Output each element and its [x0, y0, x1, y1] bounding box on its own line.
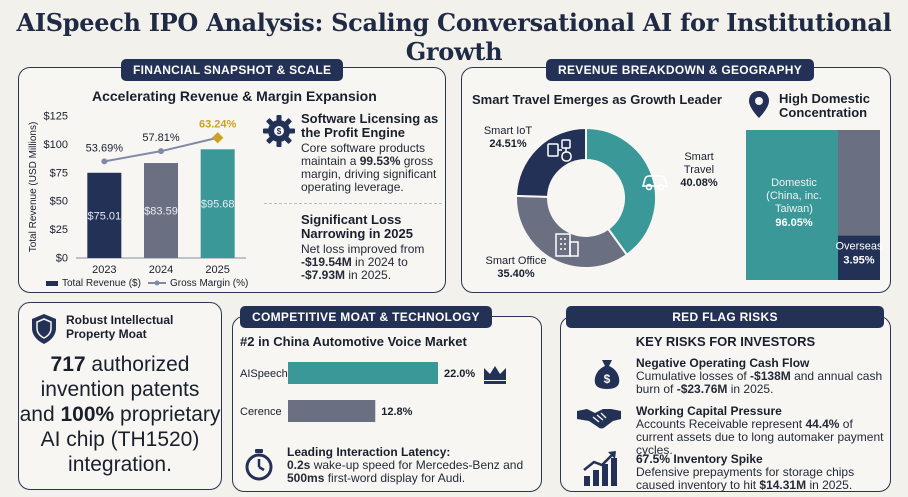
segment-slice-smart-iot — [515, 126, 587, 198]
revenue-bar — [144, 163, 178, 258]
domestic-label: (China, inc. — [766, 190, 822, 202]
revenue-tag: REVENUE BREAKDOWN & GEOGRAPHY — [546, 59, 815, 81]
y-tick-label: $0 — [56, 253, 68, 265]
segment-value: 24.51% — [489, 138, 527, 150]
market-share-bar — [288, 362, 438, 384]
risk-text: Accounts Receivable represent 44.4% of c… — [636, 417, 884, 457]
latency-text: 0.2s wake-up speed for Mercedes-Benz and… — [287, 458, 524, 485]
money-bag-icon: $ — [594, 360, 620, 389]
loss-title: Significant Loss Narrowing in 2025 — [301, 212, 413, 241]
geography-stacked-chart: Domestic(China, inc.Taiwan) 96.05% Oversea… — [746, 130, 883, 280]
revenue-bar — [200, 149, 235, 258]
overseas-value: 3.95% — [843, 255, 874, 267]
risks-tag: RED FLAG RISKS — [566, 306, 884, 328]
segment-value: 40.08% — [680, 177, 718, 189]
revenue-margin-chart: Total Revenue (USD Millions) $0 $25 $50 $75 $… — [28, 111, 248, 290]
risk-title: 67.5% Inventory Spike — [636, 452, 763, 466]
gross-margin-label: 57.81% — [142, 132, 180, 144]
software-text: Core software products maintain a 99.53%… — [301, 141, 437, 194]
segment-label: Smart Office — [486, 255, 547, 267]
revenue-bar-label: $83.59 — [144, 206, 178, 218]
car-icon — [641, 175, 669, 191]
risk-text: Defensive prepayments for storage chips … — [636, 465, 855, 492]
gross-margin-label: 53.69% — [86, 142, 124, 154]
moat-tag: COMPETITIVE MOAT & TECHNOLOGY — [240, 306, 492, 328]
iot-devices-icon — [547, 139, 572, 162]
moat-panel — [232, 316, 542, 492]
loss-text: Net loss improved from -$19.54M in 2024 … — [301, 242, 425, 282]
gross-margin-point — [212, 132, 224, 144]
market-category-label: AISpeech — [240, 368, 288, 380]
risk-item: 67.5% Inventory Spike Defensive prepayme… — [636, 452, 886, 492]
geo-title: High Domestic Concentration — [779, 91, 871, 120]
segment-label: Smart — [684, 151, 713, 163]
segment-label: Smart IoT — [484, 125, 533, 137]
market-chart-title: #2 in China Automotive Voice Market — [240, 334, 467, 349]
revenue-bar — [87, 172, 122, 258]
building-icon — [555, 233, 579, 257]
gear-icon: $ — [263, 115, 295, 147]
svg-text:$: $ — [277, 127, 282, 136]
risks-heading: KEY RISKS FOR INVESTORS — [635, 334, 816, 349]
y-tick-label: $75 — [50, 167, 68, 179]
x-tick-label: 2024 — [149, 264, 173, 276]
risk-title: Working Capital Pressure — [636, 404, 782, 418]
segment-value: 35.40% — [497, 268, 535, 280]
market-share-value: 22.0% — [444, 368, 475, 380]
revenue-bar-label: $75.01 — [88, 210, 122, 222]
overseas-bar — [838, 235, 880, 280]
crown-icon — [484, 366, 506, 384]
market-share-value: 12.8% — [381, 406, 412, 418]
ip-statement: 717 authorized invention patents and 100… — [19, 353, 221, 476]
risk-item: Negative Operating Cash Flow Cumulative … — [636, 356, 886, 396]
latency-title: Leading Interaction Latency: — [287, 445, 451, 459]
legend-margin-label: Gross Margin (%) — [170, 278, 248, 289]
segment-label: Travel — [684, 164, 714, 176]
gross-margin-point — [158, 148, 164, 155]
legend-revenue-swatch — [46, 281, 58, 286]
segment-slice-smart-office — [515, 194, 629, 269]
y-tick-label: $50 — [50, 196, 68, 208]
domestic-bar — [746, 130, 838, 280]
domestic-label: Domestic — [771, 177, 817, 189]
shield-icon — [32, 314, 56, 344]
x-tick-label: 2025 — [205, 264, 229, 276]
map-pin-icon — [749, 91, 769, 118]
legend-margin-marker — [154, 280, 160, 286]
handshake-icon — [577, 409, 621, 429]
revenue-bar-label: $95.68 — [201, 199, 235, 211]
legend-revenue-label: Total Revenue ($) — [62, 278, 141, 289]
segment-slice-smart-travel — [585, 126, 657, 257]
software-title: Software Licensing as the Profit Engine — [301, 111, 439, 140]
stopwatch-icon — [245, 449, 273, 481]
svg-text:$: $ — [604, 372, 611, 386]
divider — [264, 203, 442, 204]
page-title: AISpeech IPO Analysis: Scaling Conversat… — [16, 8, 892, 66]
financial-tag: FINANCIAL SNAPSHOT & SCALE — [121, 59, 344, 81]
donut-title: Smart Travel Emerges as Growth Leader — [472, 92, 722, 107]
rising-bars-icon — [583, 451, 617, 486]
risk-text: Cumulative losses of -$138M and annual c… — [636, 369, 883, 396]
market-share-chart: AISpeech 22.0% Cerence 12.8% — [240, 362, 506, 422]
ip-title: Robust Intellectual Property Moat — [66, 313, 174, 341]
risk-title: Negative Operating Cash Flow — [636, 356, 810, 370]
gross-margin-label: 63.24% — [199, 119, 237, 131]
y-tick-label: $100 — [44, 139, 68, 151]
revenue-chart-title: Accelerating Revenue & Margin Expansion — [92, 88, 377, 104]
y-tick-label: $125 — [44, 111, 68, 123]
domestic-value: 96.05% — [775, 217, 813, 229]
y-tick-label: $25 — [50, 224, 68, 236]
x-tick-label: 2023 — [92, 264, 116, 276]
market-category-label: Cerence — [240, 406, 282, 418]
gross-margin-point — [101, 158, 108, 165]
market-share-bar — [288, 400, 376, 422]
domestic-label: Taiwan) — [775, 203, 813, 215]
y-axis-label: Total Revenue (USD Millions) — [28, 122, 39, 253]
domestic-bar-continuation — [838, 130, 880, 236]
overseas-label: Overseas — [835, 241, 883, 253]
risk-item: Working Capital Pressure Accounts Receiv… — [636, 404, 886, 457]
